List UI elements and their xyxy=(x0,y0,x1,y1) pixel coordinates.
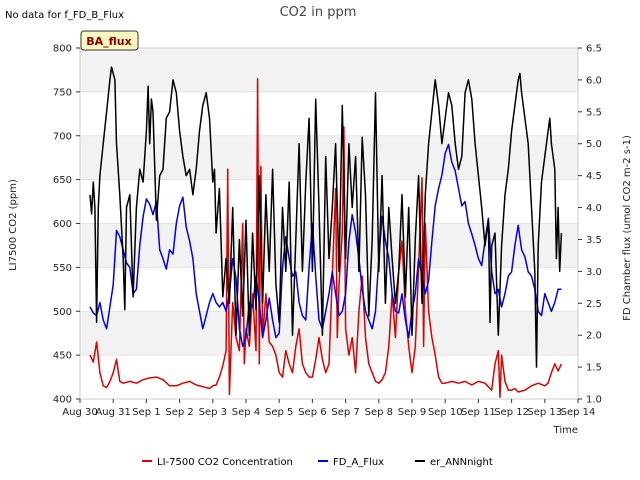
series-line-fd-a-flux xyxy=(89,143,562,348)
legend-label: LI-7500 CO2 Concentration xyxy=(157,457,293,468)
x-tick-label: Sep 12 xyxy=(494,407,529,418)
y-left-tick-label: 400 xyxy=(53,395,72,406)
x-tick-label: Sep 10 xyxy=(428,407,463,418)
x-tick-label: Sep 6 xyxy=(298,407,326,418)
background-band xyxy=(80,48,578,92)
y-left-tick-label: 750 xyxy=(53,87,72,98)
chart-title: CO2 in ppm xyxy=(280,5,357,20)
legend-label: FD_A_Flux xyxy=(333,457,384,468)
y-left-tick-label: 550 xyxy=(53,263,72,274)
y-left-tick-label: 450 xyxy=(53,351,72,362)
y-left-tick-label: 800 xyxy=(53,44,72,55)
series-line-li-7500-co2-concentration xyxy=(89,77,563,398)
badge-box xyxy=(80,30,139,51)
y-right-tick-label: 1.0 xyxy=(586,395,602,406)
x-tick-label: Aug 31 xyxy=(95,407,130,418)
x-tick-label: Sep 9 xyxy=(398,407,426,418)
x-tick-label: Sep 1 xyxy=(132,407,160,418)
badge-label: BA_flux xyxy=(86,35,131,48)
no-data-note: No data for f_FD_B_Flux xyxy=(5,10,124,21)
y-right-tick-label: 5.5 xyxy=(586,107,602,118)
badge: BA_flux xyxy=(80,30,139,51)
y-right-tick-label: 6.5 xyxy=(586,44,602,55)
x-tick-label: Sep 4 xyxy=(232,407,260,418)
y-right-tick-label: 4.0 xyxy=(586,203,602,214)
legend-label: er_ANNnight xyxy=(430,457,493,468)
x-tick-label: Sep 13 xyxy=(527,407,562,418)
x-tick-label: Sep 8 xyxy=(365,407,393,418)
y-axis-left-label: LI7500 CO2 (ppm) xyxy=(8,179,19,271)
x-tick-label: Sep 14 xyxy=(561,407,596,418)
y-right-tick-label: 6.0 xyxy=(586,75,602,86)
background-bands xyxy=(80,48,578,356)
x-tick-label: Sep 3 xyxy=(199,407,227,418)
y-axis-right-label: FD Chamber flux (umol CO2 m-2 s-1) xyxy=(622,135,633,321)
x-tick-label: Aug 30 xyxy=(62,407,97,418)
y-right-tick-label: 3.0 xyxy=(586,267,602,278)
y-right-tick-label: 2.0 xyxy=(586,331,602,342)
x-axis-label: Time xyxy=(553,425,578,436)
y-axis-left: 400 450 500 550 600 650 700 750 800 xyxy=(53,44,80,406)
y-left-tick-label: 600 xyxy=(53,219,72,230)
x-tick-label: Sep 5 xyxy=(265,407,293,418)
y-right-tick-label: 4.5 xyxy=(586,171,602,182)
y-right-tick-label: 5.0 xyxy=(586,139,602,150)
x-tick-label: Sep 2 xyxy=(165,407,193,418)
y-axis-right: 1.0 1.5 2.0 2.5 3.0 3.5 4.0 4.5 5.0 5.5 6.0 6.5 xyxy=(578,44,602,406)
y-left-tick-label: 650 xyxy=(53,175,72,186)
legend: LI-7500 CO2 Concentration FD_A_Flux er_ANN… xyxy=(142,457,493,468)
y-right-tick-label: 1.5 xyxy=(586,363,602,374)
y-right-tick-label: 2.5 xyxy=(586,299,602,310)
y-right-tick-label: 3.5 xyxy=(586,235,602,246)
y-left-tick-label: 500 xyxy=(53,307,72,318)
y-left-tick-label: 700 xyxy=(53,131,72,142)
series-layer xyxy=(89,66,563,398)
x-tick-label: Sep 11 xyxy=(461,407,496,418)
series-line-er-annnight xyxy=(89,66,563,368)
x-tick-label: Sep 7 xyxy=(331,407,359,418)
